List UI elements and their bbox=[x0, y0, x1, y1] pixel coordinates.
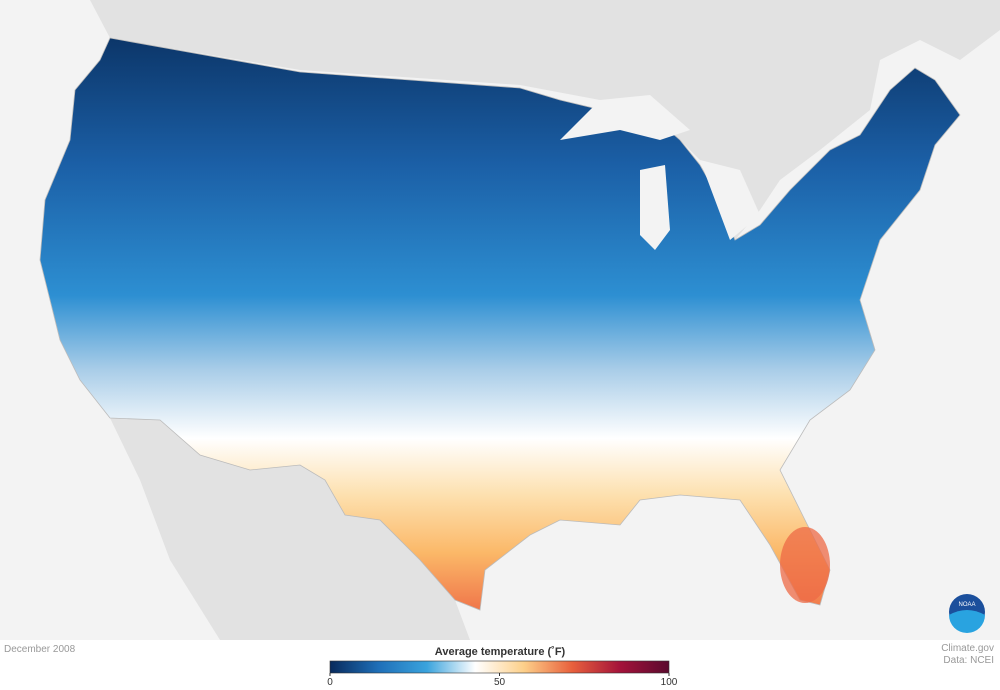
usa-temperature bbox=[39, 37, 961, 611]
mexico bbox=[110, 418, 470, 640]
noaa-logo-text: NOAA bbox=[958, 602, 975, 608]
color-bar bbox=[329, 660, 670, 674]
lake-superior bbox=[560, 95, 690, 140]
source-label: Data: NCEI bbox=[943, 655, 994, 666]
tick-label: 100 bbox=[661, 677, 678, 688]
florida-warm bbox=[780, 527, 830, 603]
noaa-logo-wave bbox=[949, 610, 985, 633]
site-label: Climate.gov bbox=[941, 643, 994, 654]
tick-label: 50 bbox=[494, 677, 506, 688]
date-label: December 2008 bbox=[4, 644, 76, 655]
legend: 0 50 100 bbox=[327, 660, 678, 688]
lake-michigan bbox=[640, 165, 670, 250]
tick-label: 0 bbox=[327, 677, 333, 688]
canada bbox=[60, 0, 1000, 240]
legend-title: Average temperature (˚F) bbox=[435, 646, 566, 658]
lake-huron bbox=[700, 160, 760, 240]
